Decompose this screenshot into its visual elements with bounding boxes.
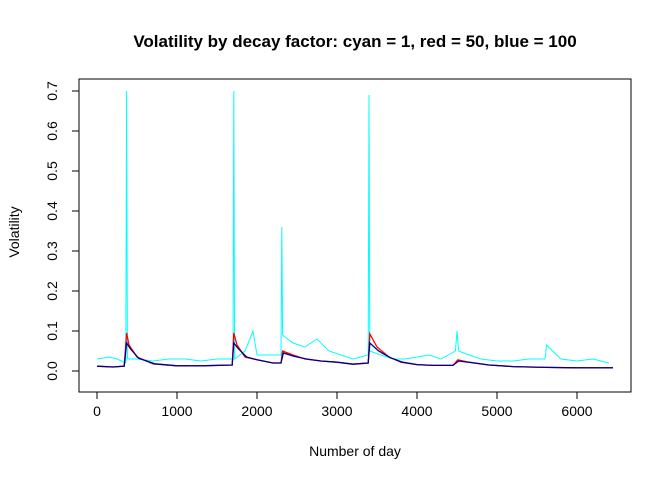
chart-title: Volatility by decay factor: cyan = 1, re…: [133, 32, 576, 51]
x-tick-label: 4000: [401, 403, 432, 419]
series-line-1: [96, 90, 610, 364]
x-tick-label: 2000: [241, 403, 272, 419]
x-axis-ticks: 0 1000 2000 3000 4000 5000 6000: [93, 392, 593, 419]
x-tick-label: 6000: [561, 403, 592, 419]
y-tick-label: 0.1: [44, 321, 60, 341]
y-tick-label: 0.7: [44, 81, 60, 101]
y-tick-label: 0.2: [44, 281, 60, 301]
x-axis-label: Number of day: [309, 443, 401, 459]
y-tick-label: 0.4: [44, 201, 60, 221]
y-tick-label: 0.6: [44, 121, 60, 141]
y-axis-label: Volatility: [6, 206, 22, 257]
x-tick-label: 3000: [321, 403, 352, 419]
y-tick-label: 0.5: [44, 161, 60, 181]
x-tick-label: 1000: [161, 403, 192, 419]
y-axis-ticks: 0.0 0.1 0.2 0.3 0.4 0.5 0.6 0.7: [44, 81, 79, 381]
y-tick-label: 0.0: [44, 361, 60, 381]
y-tick-label: 0.3: [44, 241, 60, 261]
x-tick-label: 5000: [481, 403, 512, 419]
x-tick-label: 0: [93, 403, 101, 419]
series-layer: [96, 90, 613, 369]
series-line-3: [96, 341, 613, 369]
